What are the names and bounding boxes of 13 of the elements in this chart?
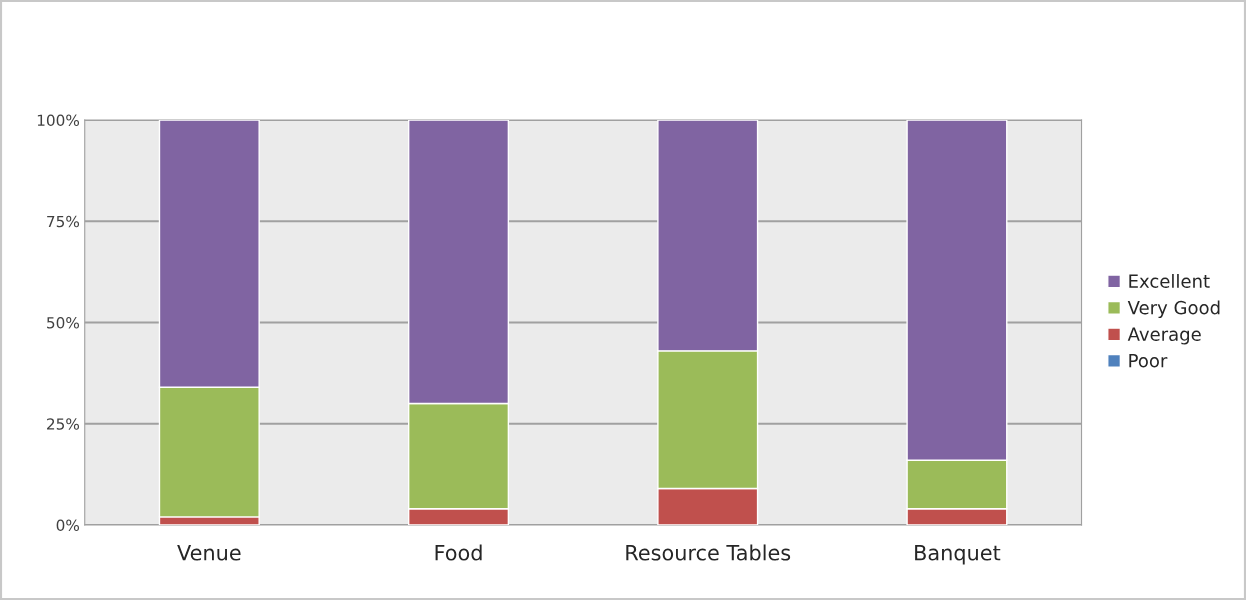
legend-label: Very Good [1127,300,1220,318]
y-tick-label: 25% [47,418,80,430]
x-tick-label: Venue [177,545,241,561]
x-tick-label: Banquet [915,545,1001,565]
legend-label: Excellent [1129,274,1210,288]
y-tick-label: 50% [47,316,80,329]
y-tick-label: 75% [47,215,80,228]
legend-label: Average [1127,327,1201,345]
x-tick-label: Resource Tables [626,544,791,561]
y-tick-label: 0% [56,519,80,532]
x-tick-label: Food [435,544,482,561]
legend-label: Poor [1129,354,1168,368]
y-tick-label: 100% [37,114,80,127]
